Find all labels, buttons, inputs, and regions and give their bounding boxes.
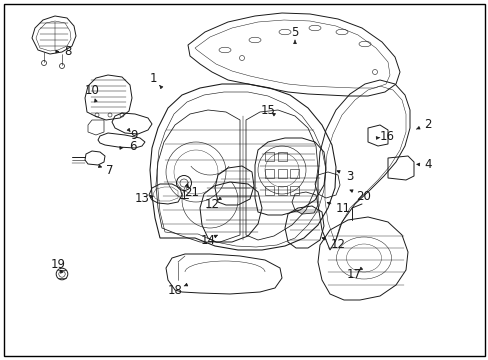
Text: 7: 7 [106,163,114,176]
Text: 5: 5 [291,27,298,40]
Text: 16: 16 [379,130,394,144]
Text: 1: 1 [149,72,157,85]
Text: 10: 10 [84,84,99,96]
Text: 15: 15 [260,104,275,117]
Text: 8: 8 [64,45,72,58]
Text: 2: 2 [424,117,431,130]
Text: 14: 14 [200,234,215,247]
Bar [264,152,273,161]
Text: 13: 13 [134,192,149,204]
Bar [278,186,286,195]
Bar [289,169,298,178]
Text: 3: 3 [346,170,353,183]
Text: 21: 21 [184,185,199,198]
Bar [278,152,286,161]
Text: 12: 12 [330,238,345,251]
Text: 6: 6 [129,140,137,153]
Bar [264,169,273,178]
Text: 18: 18 [167,284,182,297]
Bar [289,186,298,195]
Text: 17: 17 [346,269,361,282]
Bar [278,169,286,178]
Bar [264,186,273,195]
Text: 19: 19 [50,258,65,271]
Text: 4: 4 [424,158,431,171]
Text: 9: 9 [130,130,138,143]
Text: 12: 12 [204,198,219,211]
Text: 11: 11 [335,202,350,215]
Text: 20: 20 [356,189,371,202]
